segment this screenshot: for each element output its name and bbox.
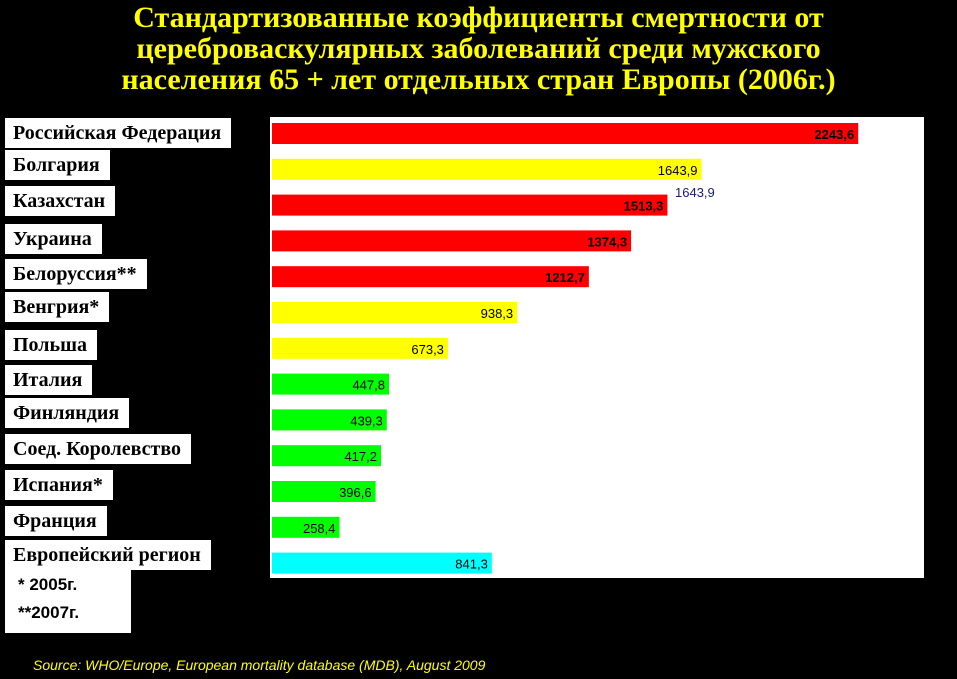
category-label: Европейский регион: [5, 540, 211, 570]
category-label: Российская Федерация: [5, 118, 232, 148]
category-label: Казахстан: [5, 186, 116, 216]
chart-title-line: Стандартизованные коэффициенты смертност…: [133, 1, 824, 34]
data-label: 1212,7: [545, 270, 585, 285]
category-label: Болгария: [5, 150, 110, 180]
category-label: Испания*: [5, 470, 113, 500]
source-note: Source: WHO/Europe, European mortality d…: [33, 657, 486, 673]
bar: [272, 337, 448, 359]
category-label: Италия: [5, 365, 93, 395]
bar: [272, 194, 668, 216]
annotation-label: 1643,9: [675, 185, 715, 200]
category-label: Франция: [5, 506, 107, 536]
data-label: 258,4: [303, 521, 336, 536]
bar: [272, 123, 859, 144]
data-label: 1643,9: [658, 163, 698, 178]
footnote-2005: * 2005г.: [18, 575, 78, 594]
bar: [272, 266, 589, 288]
category-label: Финляндия: [5, 398, 130, 428]
category-label: Венгрия*: [5, 292, 110, 322]
category-label: Соед. Королевство: [5, 434, 192, 464]
chart-title: Стандартизованные коэффициенты смертност…: [0, 0, 957, 102]
bar: [272, 230, 632, 252]
footnote-2007: **2007г.: [18, 603, 80, 622]
chart-title-line: населения 65 + лет отдельных стран Европ…: [121, 63, 836, 96]
data-label: 1513,3: [624, 199, 664, 214]
data-label: 673,3: [411, 342, 444, 357]
bar: [272, 409, 387, 431]
data-label: 439,3: [350, 413, 383, 428]
data-label: 841,3: [455, 557, 488, 572]
bar: [272, 552, 492, 574]
chart-title-line: цереброваскулярных заболеваний среди муж…: [136, 32, 821, 65]
bar: [272, 302, 518, 323]
category-labels: Российская Федерация Болгария Казахстан Укр…: [0, 0, 280, 679]
bar: [272, 158, 702, 180]
data-label: 396,6: [339, 485, 372, 500]
data-label: 417,2: [344, 449, 377, 464]
data-label: 938,3: [481, 306, 514, 321]
category-label: Украина: [5, 224, 102, 254]
category-label: Польша: [5, 330, 97, 360]
bar: [272, 481, 376, 502]
category-label: Белоруссия**: [5, 259, 147, 289]
bar: [272, 445, 382, 467]
bar: [272, 516, 340, 538]
bar: [272, 373, 390, 395]
footnotes: * 2005г. **2007г.: [5, 569, 131, 633]
data-label: 447,8: [352, 378, 385, 393]
data-label: 2243,6: [814, 127, 854, 142]
data-label: 1374,3: [587, 234, 627, 249]
